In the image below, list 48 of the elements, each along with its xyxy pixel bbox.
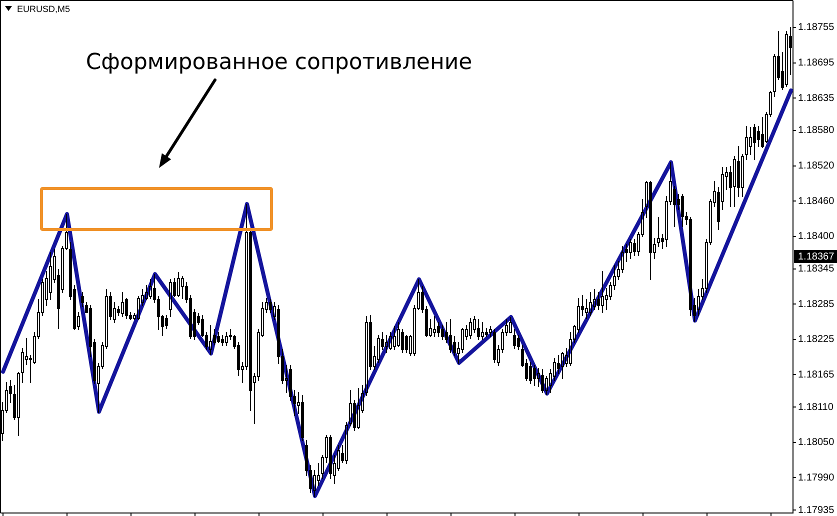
candlestick (509, 316, 512, 334)
candlestick (357, 388, 360, 430)
candlestick (481, 322, 484, 340)
y-tick-label: 1.18110 (798, 402, 834, 413)
annotation: 1.18367 (798, 251, 835, 262)
candlestick (657, 216, 660, 248)
candlestick (733, 156, 736, 208)
y-tick-label: 1.18695 (798, 58, 835, 69)
candlestick (365, 316, 368, 396)
candlestick (469, 318, 472, 340)
candlestick (17, 372, 20, 436)
candlestick (349, 390, 352, 426)
candlestick (121, 292, 124, 318)
candlestick (393, 326, 396, 350)
candlestick (629, 238, 632, 260)
y-tick-label: 1.18165 (798, 369, 835, 380)
y-tick-label: 1.18520 (798, 160, 835, 172)
annotation: Сформированное сопротивление (86, 50, 472, 75)
candlestick (385, 334, 388, 354)
y-tick-label: 1.18635 (798, 92, 835, 104)
y-tick-label: 1.18460 (798, 196, 835, 207)
chart-title: EURUSD,M5 (17, 4, 70, 14)
y-tick-label: 1.18345 (798, 264, 835, 275)
candlestick (785, 30, 788, 88)
y-tick-label: 1.18225 (798, 334, 835, 346)
y-tick-label: 1.18755 (798, 22, 835, 34)
candlestick (601, 270, 604, 314)
candlestick (209, 324, 212, 356)
y-tick-label: 1.17990 (798, 472, 835, 484)
y-tick-label: 1.18580 (798, 125, 835, 136)
y-tick-label: 1.17935 (798, 504, 835, 516)
y-tick-label: 1.18050 (798, 437, 835, 448)
candlestick (169, 278, 172, 318)
candlestick (177, 272, 180, 298)
candlestick (537, 368, 540, 388)
candlestick (745, 126, 748, 160)
y-tick-label: 1.18285 (798, 298, 835, 310)
candlestick (181, 276, 184, 300)
candlestick (741, 154, 744, 198)
y-tick-label: 1.18400 (798, 231, 835, 242)
candlestick (589, 292, 592, 316)
candlestick (345, 422, 348, 464)
candlestick (433, 316, 436, 338)
candlestick (397, 322, 400, 348)
candlestick (561, 352, 564, 380)
candlestick (225, 332, 228, 346)
candlestick (149, 278, 152, 300)
candlestick (773, 54, 776, 98)
